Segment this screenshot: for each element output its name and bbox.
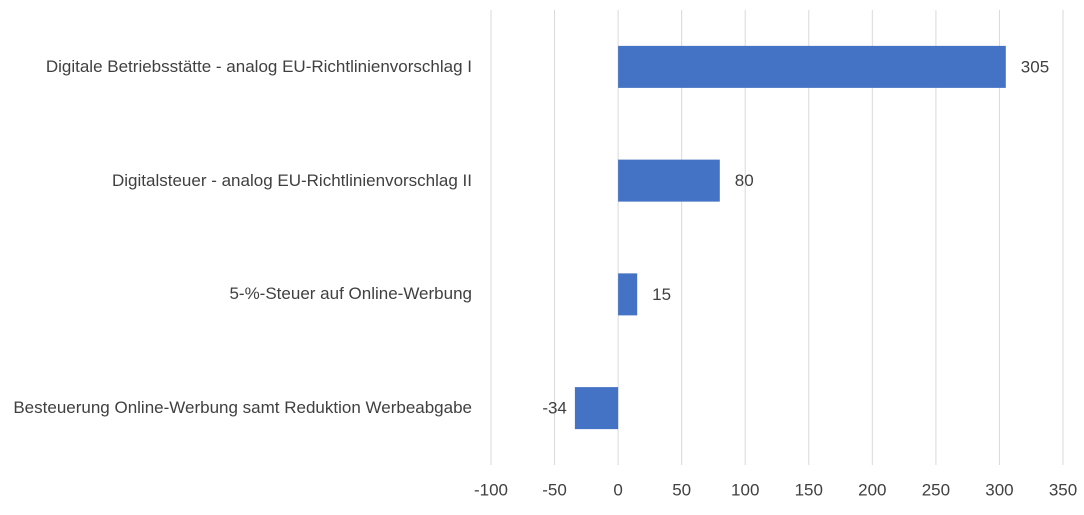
data-label: -34: [542, 399, 567, 418]
x-tick-label: 250: [922, 480, 950, 499]
data-label: 80: [735, 171, 754, 190]
category-label-box: Digitalsteuer - analog EU-Richtlinienvor…: [2, 169, 472, 193]
x-tick-label: 100: [731, 480, 759, 499]
x-tick-label: -100: [474, 480, 508, 499]
data-label: 305: [1021, 57, 1049, 76]
y-tick-label: Digitalsteuer - analog EU-Richtlinienvor…: [112, 170, 472, 190]
x-tick-label: 200: [858, 480, 886, 499]
data-label: 15: [652, 285, 671, 304]
x-tick-label: 0: [613, 480, 622, 499]
x-tick-label: 350: [1049, 480, 1077, 499]
bar: [618, 45, 1006, 88]
x-tick-label: 150: [795, 480, 823, 499]
x-tick-label: 300: [985, 480, 1013, 499]
category-label-box: Digitale Betriebsstätte - analog EU-Rich…: [2, 55, 472, 79]
category-label-box: Besteuerung Online-Werbung samt Reduktio…: [2, 396, 472, 420]
bar: [574, 387, 619, 430]
x-tick-label: 50: [672, 480, 691, 499]
category-label-box: 5-%-Steuer auf Online-Werbung: [2, 282, 472, 306]
x-tick-label: -50: [542, 480, 567, 499]
y-tick-label: Digitale Betriebsstätte - analog EU-Rich…: [45, 56, 472, 76]
bar: [618, 159, 720, 202]
y-tick-label: 5-%-Steuer auf Online-Werbung: [229, 284, 472, 304]
y-tick-label: Besteuerung Online-Werbung samt Reduktio…: [13, 398, 472, 418]
bar: [618, 273, 638, 316]
